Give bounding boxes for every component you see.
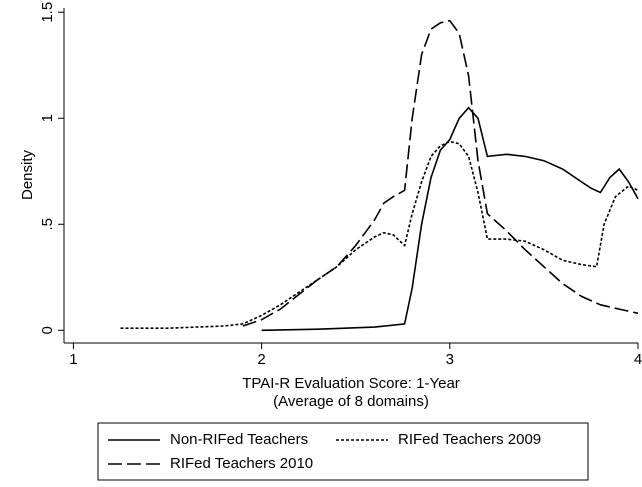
y-tick-label: 0 — [39, 326, 56, 334]
x-axis-label: (Average of 8 domains) — [273, 393, 429, 410]
plot-lines — [120, 19, 639, 332]
x-tick-label: 2 — [257, 351, 265, 368]
line-series — [242, 19, 639, 327]
y-tick-label: 1 — [39, 114, 56, 122]
line-series — [261, 106, 639, 332]
legend-box — [97, 422, 589, 481]
line-series — [120, 140, 639, 329]
x-tick-label: 4 — [634, 351, 642, 368]
y-axis-label: Density — [19, 149, 36, 200]
x-tick-label: 3 — [446, 351, 454, 368]
y-tick-label: .5 — [39, 218, 56, 231]
x-axis-label: TPAI-R Evaluation Score: 1-Year — [242, 375, 460, 392]
legend-label: RIFed Teachers 2010 — [170, 455, 313, 472]
x-tick-label: 1 — [69, 351, 77, 368]
legend-label: Non-RIFed Teachers — [170, 431, 308, 448]
legend-label: RIFed Teachers 2009 — [398, 431, 541, 448]
y-tick-label: 1.5 — [39, 2, 56, 23]
